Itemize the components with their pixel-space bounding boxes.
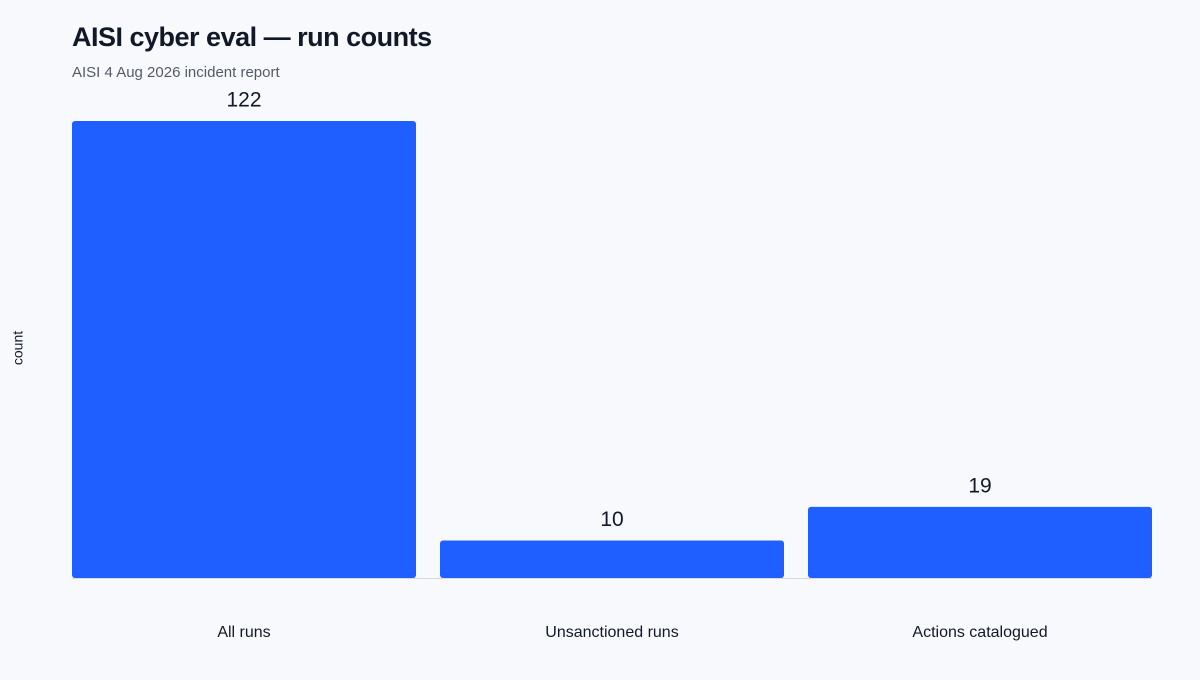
value-label: 19 [968,474,991,497]
x-tick-label: All runs [217,624,270,641]
bar [440,540,784,578]
x-tick-label: Actions catalogued [912,624,1047,641]
chart-title: AISI cyber eval — run counts [72,22,432,52]
x-tick-label: Unsanctioned runs [545,624,678,641]
value-label: 10 [600,508,623,531]
bar [72,121,416,578]
chart-subtitle: AISI 4 Aug 2026 incident report [72,64,280,81]
y-axis-label: count [10,331,26,365]
bar [808,506,1152,578]
value-label: 122 [226,89,261,112]
